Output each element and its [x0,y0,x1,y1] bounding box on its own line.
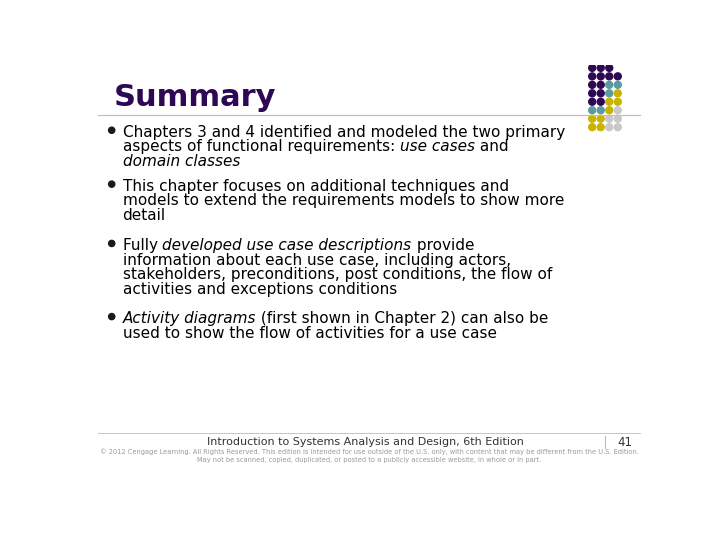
Circle shape [614,124,621,131]
Circle shape [589,64,595,71]
Circle shape [614,82,621,88]
Text: models to extend the requirements models to show more: models to extend the requirements models… [122,193,564,208]
Text: detail: detail [122,208,166,223]
Circle shape [109,127,114,133]
Text: 41: 41 [618,436,632,449]
Circle shape [597,98,604,105]
Circle shape [597,82,604,88]
Circle shape [606,64,613,71]
Circle shape [589,115,595,122]
Text: Summary: Summary [113,83,276,112]
Text: stakeholders, preconditions, post conditions, the flow of: stakeholders, preconditions, post condit… [122,267,552,282]
Text: aspects of functional requirements:: aspects of functional requirements: [122,139,400,154]
Circle shape [589,90,595,97]
Circle shape [589,82,595,88]
Circle shape [597,90,604,97]
Text: and: and [474,139,508,154]
Circle shape [606,82,613,88]
Circle shape [597,73,604,80]
Text: activities and exceptions conditions: activities and exceptions conditions [122,282,397,297]
Circle shape [606,115,613,122]
Circle shape [589,124,595,131]
Circle shape [614,73,621,80]
Circle shape [606,107,613,114]
Circle shape [614,90,621,97]
Circle shape [597,107,604,114]
Circle shape [606,124,613,131]
Text: use cases: use cases [400,139,474,154]
Text: © 2012 Cengage Learning. All Rights Reserved. This edition is intended for use o: © 2012 Cengage Learning. All Rights Rese… [99,449,639,463]
Circle shape [109,314,114,320]
Text: used to show the flow of activities for a use case: used to show the flow of activities for … [122,326,497,341]
Circle shape [614,98,621,105]
Text: This chapter focuses on additional techniques and: This chapter focuses on additional techn… [122,179,508,194]
Circle shape [614,115,621,122]
Circle shape [606,98,613,105]
Text: provide: provide [412,238,474,253]
Circle shape [606,73,613,80]
Circle shape [597,64,604,71]
Text: Chapters 3 and 4 identified and modeled the two primary: Chapters 3 and 4 identified and modeled … [122,125,564,140]
Text: information about each use case, including actors,: information about each use case, includi… [122,253,510,268]
Text: domain classes: domain classes [122,154,240,169]
Circle shape [589,107,595,114]
Circle shape [597,124,604,131]
Circle shape [109,181,114,187]
Text: Introduction to Systems Analysis and Design, 6th Edition: Introduction to Systems Analysis and Des… [207,437,523,447]
Text: developed use case descriptions: developed use case descriptions [163,238,412,253]
Circle shape [606,90,613,97]
Text: Activity diagrams: Activity diagrams [122,311,256,326]
Circle shape [589,73,595,80]
Circle shape [589,98,595,105]
Circle shape [109,240,114,247]
Circle shape [597,115,604,122]
Text: (first shown in Chapter 2) can also be: (first shown in Chapter 2) can also be [256,311,549,326]
Circle shape [614,107,621,114]
Text: Fully: Fully [122,238,163,253]
